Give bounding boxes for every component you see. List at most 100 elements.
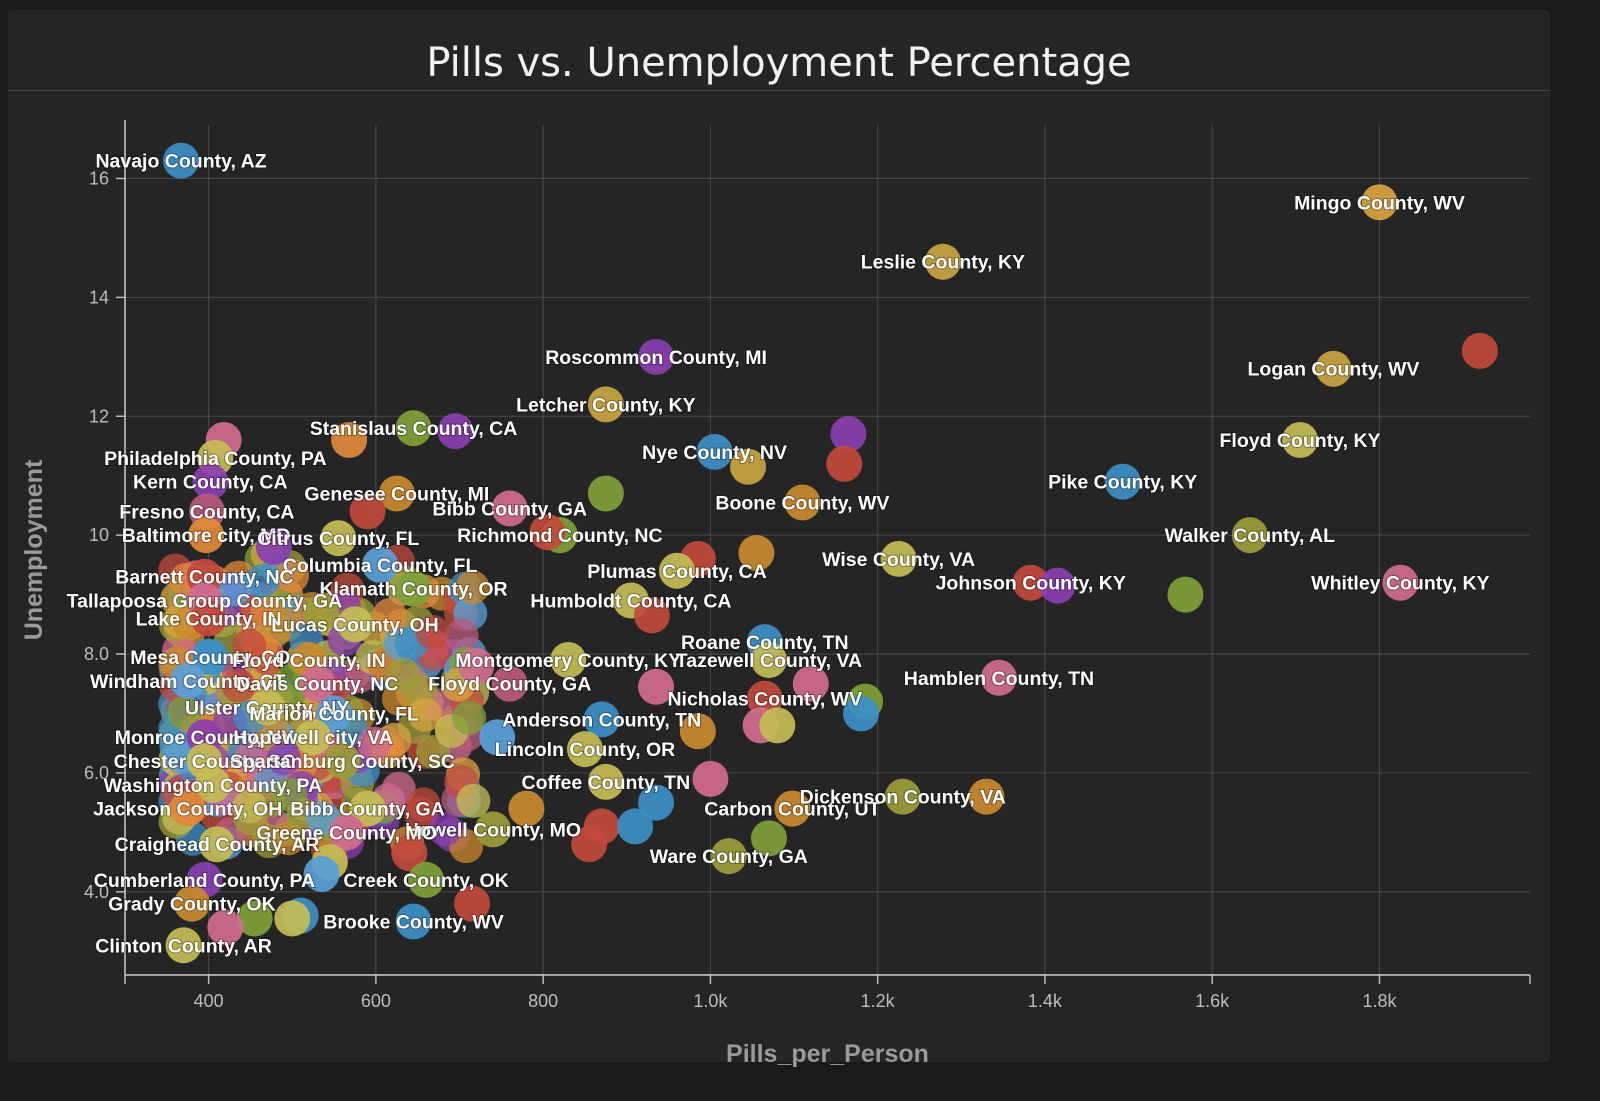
point-label: Clinton County, AR (95, 935, 272, 957)
point-label: Navajo County, AZ (95, 151, 266, 173)
data-point (378, 475, 415, 512)
data-point (491, 490, 528, 527)
data-point (571, 826, 608, 863)
x-tick-label: 800 (528, 991, 558, 1011)
point-label: Coffee County, TN (522, 772, 691, 794)
x-tick-label: 1.0k (693, 991, 728, 1011)
point-label: Greene County, MO (256, 822, 437, 844)
data-point (207, 909, 244, 946)
point-label: Citrus County, FL (257, 528, 419, 550)
point-label: Fresno County, CA (119, 501, 294, 523)
point-label: Boone County, WV (715, 492, 889, 514)
point-label: Spartanburg County, SC (230, 751, 455, 773)
data-point (1039, 567, 1076, 604)
cluster-point (456, 783, 491, 818)
data-point (474, 811, 511, 848)
data-point (1361, 184, 1398, 221)
cluster-point (407, 697, 442, 732)
cluster-point (245, 564, 280, 599)
data-point (249, 689, 286, 726)
data-points (163, 142, 1498, 964)
data-point (188, 517, 225, 554)
data-point (638, 668, 675, 705)
point-label: Floyd County, IN (232, 650, 385, 672)
point-label: Bibb County, GA (432, 498, 587, 520)
point-label: Humboldt County, CA (530, 591, 731, 613)
data-point (1167, 576, 1204, 613)
data-point (774, 790, 811, 827)
x-tick-label: 1.4k (1028, 991, 1063, 1011)
point-label: Logan County, WV (1248, 359, 1420, 381)
data-point (479, 719, 516, 756)
data-point (190, 600, 227, 637)
point-label: Bibb County, GA (290, 799, 445, 821)
data-point (194, 766, 231, 803)
cluster-point (232, 789, 267, 824)
point-label: Marion County, FL (249, 703, 419, 725)
y-axis-title: Unemployment (20, 459, 48, 640)
data-point (1104, 463, 1141, 500)
point-label: Letcher County, KY (516, 394, 696, 416)
data-point (395, 570, 432, 607)
data-point (710, 838, 747, 875)
y-tick-label: 16 (89, 168, 109, 188)
data-point (324, 743, 361, 780)
cluster-point (452, 700, 487, 735)
data-point (730, 448, 767, 485)
x-tick-label: 1.8k (1362, 991, 1397, 1011)
point-label: Howell County, MO (405, 819, 581, 841)
data-point (408, 861, 445, 898)
point-label: Columbia County, FL (283, 555, 478, 577)
data-point (491, 665, 528, 702)
data-point (395, 903, 432, 940)
cluster-point (372, 597, 407, 632)
point-label: Mingo County, WV (1294, 192, 1465, 214)
x-tick-label: 400 (194, 991, 224, 1011)
point-labels: Navajo County, AZ Mingo County, WV Leslie … (66, 150, 1491, 959)
chart-title: Pills vs. Unemployment Percentage (426, 40, 1132, 86)
cluster-point (232, 628, 267, 663)
data-point (295, 719, 332, 756)
data-point (336, 606, 373, 643)
data-point (391, 835, 428, 872)
data-point (696, 433, 733, 470)
data-point (1231, 517, 1268, 554)
y-tick-label: 4.0 (84, 882, 109, 902)
data-point (617, 808, 654, 845)
point-label: Kern County, CA (133, 472, 288, 494)
data-point (638, 338, 675, 375)
data-point (454, 885, 491, 922)
data-point (692, 760, 729, 797)
point-label: Whitley County, KY (1311, 573, 1489, 595)
point-label: Lucas County, OH (271, 614, 439, 636)
data-point (638, 784, 675, 821)
point-label: Genesee County, MI (304, 484, 489, 506)
data-point (1315, 350, 1352, 387)
cluster-point (275, 558, 310, 593)
data-point (1282, 422, 1319, 459)
y-tick-label: 8.0 (84, 644, 109, 664)
cluster-point (415, 615, 450, 650)
point-label: Davis County, NC (236, 674, 398, 696)
data-point (679, 713, 716, 750)
cluster-point (167, 695, 202, 730)
data-point (566, 731, 603, 768)
data-point (169, 662, 206, 699)
point-label: Leslie County, KY (861, 252, 1025, 274)
point-label: Chester County, SC (114, 751, 296, 773)
y-tick-label: 14 (89, 287, 109, 307)
data-point (746, 680, 783, 717)
x-axis-title: Pills_per_Person (726, 1040, 929, 1068)
data-point (750, 820, 787, 857)
point-label: Carbon County, UT (704, 799, 880, 821)
data-point (529, 514, 566, 551)
data-point (165, 927, 202, 964)
data-point (759, 707, 796, 744)
data-point (198, 826, 235, 863)
data-point (299, 665, 336, 702)
data-point (320, 520, 357, 557)
data-point (362, 546, 399, 583)
point-label: Johnson County, KY (936, 573, 1126, 595)
axes: 400 600 800 1.0k 1.2k 1.4k 1.6k 1.8k 4.0 6.0 8.0 10… (84, 120, 1531, 1011)
